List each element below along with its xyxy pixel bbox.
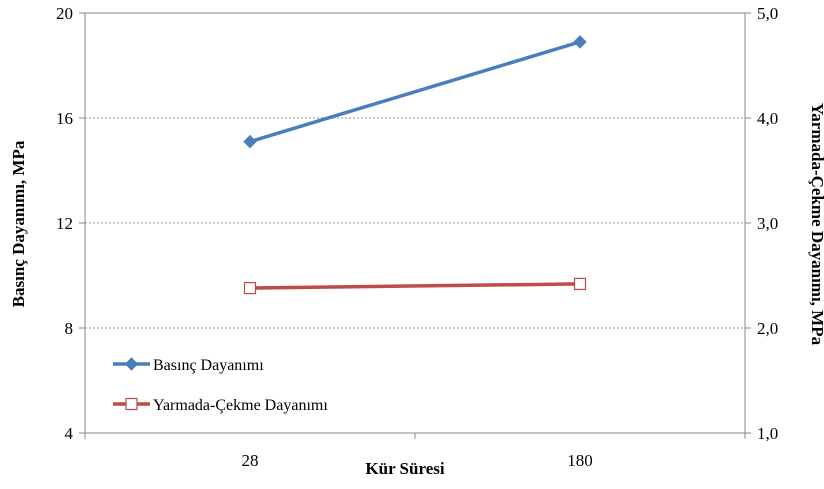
- x-axis-title: Kür Süresi: [365, 459, 444, 478]
- legend-label: Basınç Dayanımı: [153, 357, 264, 374]
- data-point-diamond: [243, 134, 257, 149]
- series-layer: [243, 35, 587, 295]
- right-tick-label: 1,0: [757, 424, 778, 443]
- data-point-square: [573, 277, 587, 290]
- right-tick-label: 5,0: [757, 4, 778, 23]
- right-tick-label: 2,0: [757, 319, 778, 338]
- data-point-square: [243, 282, 257, 295]
- left-tick-label: 16: [56, 109, 73, 128]
- left-tick-label: 8: [65, 319, 74, 338]
- left-axis-ticks: 4 8 12 16 20: [56, 4, 85, 443]
- x-axis-ticks: 28 180: [84, 433, 746, 470]
- x-tick-label: 28: [242, 451, 259, 470]
- right-tick-label: 4,0: [757, 109, 778, 128]
- right-tick-label: 3,0: [757, 214, 778, 233]
- left-tick-label: 20: [56, 4, 73, 23]
- series-line: [249, 282, 581, 290]
- gridlines: [85, 117, 745, 329]
- left-tick-label: 12: [56, 214, 73, 233]
- series-line: [249, 40, 581, 144]
- left-tick-label: 4: [65, 424, 74, 443]
- legend-label: Yarmada-Çekme Dayanımı: [153, 397, 328, 414]
- x-tick-label: 180: [567, 451, 593, 470]
- right-axis-ticks: 1,0 2,0 3,0 4,0 5,0: [745, 4, 778, 443]
- right-axis-title: Yarmada-Çekme Dayanımı, MPa: [808, 103, 824, 346]
- data-point-square: [125, 397, 138, 411]
- data-point-diamond: [573, 35, 587, 49]
- data-point-diamond: [124, 357, 139, 371]
- left-axis-title: Basınç Dayanımı, MPa: [9, 140, 28, 307]
- legend: Basınç Dayanımı Yarmada-Çekme Dayanımı: [113, 357, 328, 414]
